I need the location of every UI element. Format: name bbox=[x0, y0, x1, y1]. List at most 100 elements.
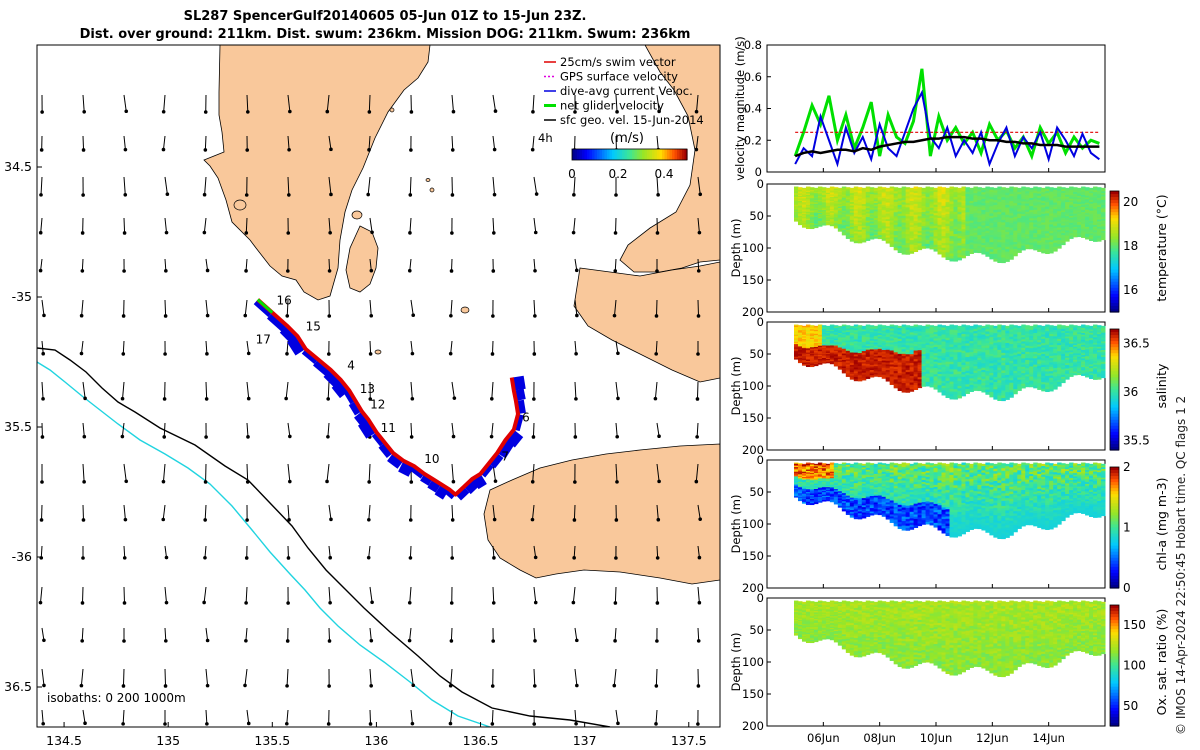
temperature-cell bbox=[845, 211, 851, 214]
temperature-cell bbox=[865, 229, 871, 232]
temperature-cell bbox=[1077, 234, 1082, 238]
temperature-cell bbox=[805, 208, 811, 211]
current-vector-head bbox=[491, 269, 496, 273]
temperature-cell bbox=[869, 204, 875, 207]
temperature-cell bbox=[825, 221, 831, 223]
temperature-cell bbox=[893, 233, 899, 236]
current-vector-head bbox=[615, 110, 619, 114]
temperature-cell bbox=[813, 209, 819, 211]
salinity-cell bbox=[853, 378, 859, 382]
current-vector-head bbox=[532, 684, 537, 688]
temperature-cell bbox=[841, 215, 847, 218]
salinity-cell bbox=[909, 389, 915, 392]
current-vector bbox=[697, 586, 700, 603]
temperature-cell bbox=[897, 213, 903, 217]
current-vector bbox=[204, 176, 207, 195]
temperature-cell bbox=[877, 190, 883, 193]
temperature-cell bbox=[845, 197, 851, 200]
temperature-cell bbox=[1093, 239, 1098, 242]
temperature-cell bbox=[881, 233, 887, 236]
current-vector-head bbox=[407, 268, 412, 273]
temperature-cell bbox=[805, 204, 811, 207]
temperature-cell bbox=[809, 218, 815, 221]
dive-avg-current-segment bbox=[488, 453, 504, 469]
temperature-cell bbox=[873, 197, 879, 201]
temperature-cell bbox=[865, 197, 871, 200]
current-vector-head bbox=[532, 352, 537, 356]
temperature-cell bbox=[794, 198, 799, 200]
temperature-cell bbox=[897, 202, 903, 206]
current-vector-head bbox=[694, 109, 699, 114]
temperature-cell bbox=[797, 189, 803, 192]
temperature-cell bbox=[845, 217, 851, 221]
temperature-cell bbox=[801, 195, 807, 198]
temperature-cell bbox=[833, 187, 839, 190]
island bbox=[389, 107, 395, 113]
temperature-cell bbox=[901, 240, 907, 244]
current-vector-head bbox=[369, 638, 374, 643]
temperature-cell bbox=[845, 231, 851, 234]
current-vector bbox=[696, 94, 699, 112]
temperature-cell bbox=[809, 188, 815, 191]
current-vector bbox=[41, 340, 44, 354]
current-vector-head bbox=[40, 435, 45, 439]
temperature-cell bbox=[794, 200, 799, 203]
temperature-cell bbox=[841, 210, 847, 213]
current-vector bbox=[287, 463, 291, 482]
temperature-cell bbox=[889, 222, 895, 225]
temperature-cell bbox=[893, 237, 899, 240]
temperature-cell bbox=[905, 243, 911, 246]
temperature-cell bbox=[881, 187, 887, 190]
current-vector bbox=[163, 94, 166, 112]
temperature-cell bbox=[1057, 246, 1062, 249]
current-vector-head bbox=[369, 313, 374, 318]
current-vector-head bbox=[328, 230, 332, 235]
temperature-cell bbox=[901, 249, 907, 253]
current-vector-head bbox=[80, 269, 85, 273]
temperature-cell bbox=[821, 189, 827, 192]
temperature-cell bbox=[877, 219, 883, 222]
current-vector bbox=[81, 258, 84, 271]
salinity-cell bbox=[829, 362, 835, 365]
current-vector bbox=[369, 668, 372, 686]
temperature-cell bbox=[794, 194, 799, 197]
salinity-cell bbox=[957, 395, 962, 399]
current-vector-head bbox=[531, 435, 536, 439]
temperature-cell bbox=[877, 222, 883, 226]
current-vector-head bbox=[161, 147, 166, 152]
temperature-cell bbox=[817, 186, 823, 189]
temperature-cell bbox=[865, 186, 871, 189]
current-vector bbox=[449, 709, 453, 724]
temperature-cell bbox=[837, 218, 843, 221]
temperature-cell bbox=[821, 187, 827, 189]
temperature-cell bbox=[837, 193, 843, 196]
temperature-cell bbox=[905, 234, 911, 237]
map-colorbar-cell bbox=[657, 149, 661, 160]
temperature-cell bbox=[901, 191, 907, 194]
current-vector bbox=[451, 381, 455, 399]
current-vector-head bbox=[450, 193, 455, 197]
current-vector bbox=[574, 340, 577, 354]
current-vector-head bbox=[654, 722, 658, 726]
temperature-cell bbox=[873, 223, 879, 226]
current-vector-head bbox=[616, 396, 620, 401]
temperature-cell bbox=[825, 214, 831, 217]
temperature-cell bbox=[897, 248, 903, 251]
current-vector bbox=[245, 627, 248, 641]
temperature-cell bbox=[873, 196, 879, 199]
temperature-cell bbox=[1017, 250, 1022, 253]
current-vector-head bbox=[367, 480, 371, 484]
current-vector-head bbox=[572, 193, 576, 197]
temperature-cell bbox=[797, 223, 803, 226]
temperature-cell bbox=[829, 187, 835, 190]
map-colorbar-cell bbox=[599, 149, 603, 160]
temperature-cell bbox=[817, 203, 823, 206]
dive-avg-current-segment bbox=[253, 299, 273, 318]
temperature-cell bbox=[945, 257, 950, 261]
temperature-cell bbox=[901, 224, 907, 228]
temperature-cell bbox=[833, 222, 839, 225]
current-vector-head bbox=[694, 147, 699, 152]
temperature-cell bbox=[817, 210, 823, 213]
temperature-cell bbox=[825, 191, 831, 194]
current-vector-head bbox=[572, 518, 577, 522]
